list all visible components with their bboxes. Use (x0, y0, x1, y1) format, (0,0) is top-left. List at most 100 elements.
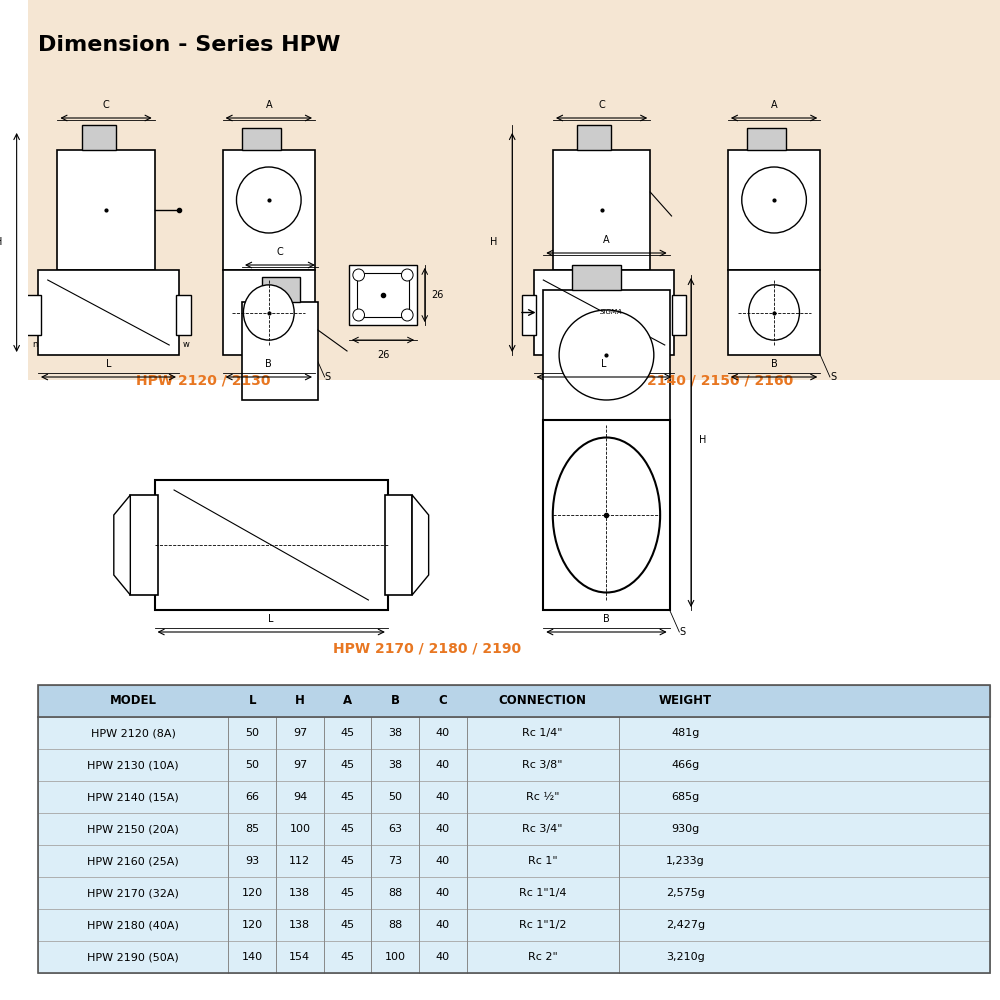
Bar (38, 813, 990, 845)
Text: L: L (268, 614, 274, 624)
Circle shape (353, 269, 365, 281)
Text: H: H (490, 237, 498, 247)
Text: HPW 2130 (10A): HPW 2130 (10A) (87, 760, 179, 770)
Polygon shape (114, 495, 130, 595)
Bar (577, 125, 611, 150)
Text: L: L (601, 359, 607, 369)
Text: 2,575g: 2,575g (666, 888, 705, 898)
Text: 930g: 930g (671, 824, 700, 834)
Text: 1,233g: 1,233g (666, 856, 705, 866)
Bar (176, 295, 191, 335)
Text: 93: 93 (245, 856, 259, 866)
Text: B: B (771, 359, 777, 369)
Text: H: H (295, 694, 305, 708)
Text: 466g: 466g (671, 760, 700, 770)
Text: 66: 66 (245, 792, 259, 802)
Text: Rc 3/4": Rc 3/4" (522, 824, 563, 834)
Text: 481g: 481g (671, 728, 700, 738)
Bar (38, 845, 990, 877)
Text: H: H (0, 237, 2, 247)
Ellipse shape (243, 285, 294, 340)
Bar (28, 380, 1000, 1000)
Text: 45: 45 (340, 760, 355, 770)
Text: 73: 73 (388, 856, 402, 866)
Bar (38, 909, 990, 941)
Bar (26, 295, 41, 335)
Text: SIGMA: SIGMA (600, 310, 622, 316)
Text: HPW 2160 (25A): HPW 2160 (25A) (87, 856, 179, 866)
Bar (38, 717, 990, 749)
Text: w: w (182, 340, 189, 349)
Text: 94: 94 (293, 792, 307, 802)
Bar (38, 941, 990, 973)
Bar (385, 495, 412, 595)
Bar (28, 0, 1000, 380)
Text: 100: 100 (289, 824, 310, 834)
Bar (349, 265, 417, 325)
Text: C: C (277, 247, 283, 257)
Text: Rc ½": Rc ½" (526, 792, 559, 802)
Text: 45: 45 (340, 920, 355, 930)
Text: C: C (103, 100, 109, 110)
Text: 45: 45 (340, 728, 355, 738)
Bar (223, 150, 315, 270)
Text: 88: 88 (388, 920, 402, 930)
Text: Rc 1"1/4: Rc 1"1/4 (519, 888, 566, 898)
Bar (155, 480, 388, 610)
Bar (38, 685, 990, 717)
Text: 40: 40 (436, 856, 450, 866)
Circle shape (401, 269, 413, 281)
Text: 138: 138 (289, 888, 310, 898)
Text: A: A (771, 100, 777, 110)
Polygon shape (412, 495, 429, 595)
Text: MODEL: MODEL (110, 694, 157, 708)
Bar (728, 270, 820, 355)
Text: C: C (438, 694, 447, 708)
Text: H: H (699, 435, 706, 445)
Text: CONNECTION: CONNECTION (499, 694, 587, 708)
Bar (672, 295, 686, 335)
Text: 45: 45 (340, 824, 355, 834)
Text: 154: 154 (289, 952, 310, 962)
Bar (38, 749, 990, 781)
Bar (262, 277, 300, 302)
Text: A: A (603, 235, 610, 245)
Bar (534, 270, 674, 355)
Text: 40: 40 (436, 952, 450, 962)
Text: 50: 50 (245, 760, 259, 770)
Text: C: C (598, 100, 605, 110)
Text: S: S (325, 372, 331, 382)
Text: 97: 97 (293, 728, 307, 738)
Text: 85: 85 (245, 824, 259, 834)
Bar (242, 302, 318, 400)
Bar (747, 128, 786, 150)
Bar (543, 290, 670, 420)
Text: 3,210g: 3,210g (666, 952, 705, 962)
Bar (522, 295, 536, 335)
Text: WEIGHT: WEIGHT (659, 694, 712, 708)
Text: 112: 112 (289, 856, 310, 866)
Text: S: S (830, 372, 836, 382)
Bar (242, 128, 281, 150)
Text: L: L (249, 694, 256, 708)
Text: S: S (679, 627, 685, 637)
Bar (130, 495, 158, 595)
Text: 120: 120 (242, 920, 263, 930)
Text: 97: 97 (293, 760, 307, 770)
Text: Rc 1": Rc 1" (528, 856, 558, 866)
Text: 26: 26 (432, 290, 444, 300)
Text: Rc 3/8": Rc 3/8" (522, 760, 563, 770)
Text: Rc 1/4": Rc 1/4" (522, 728, 563, 738)
Text: B: B (391, 694, 400, 708)
Text: Rc 1"1/2: Rc 1"1/2 (519, 920, 566, 930)
Bar (553, 150, 650, 270)
Text: 38: 38 (388, 728, 402, 738)
Text: Dimension - Series HPW: Dimension - Series HPW (38, 35, 340, 55)
Text: 38: 38 (388, 760, 402, 770)
Bar (38, 781, 990, 813)
Text: HPW 2180 (40A): HPW 2180 (40A) (87, 920, 179, 930)
Text: HPW 2150 (20A): HPW 2150 (20A) (87, 824, 179, 834)
Text: 63: 63 (388, 824, 402, 834)
Text: 40: 40 (436, 728, 450, 738)
Text: 120: 120 (242, 888, 263, 898)
